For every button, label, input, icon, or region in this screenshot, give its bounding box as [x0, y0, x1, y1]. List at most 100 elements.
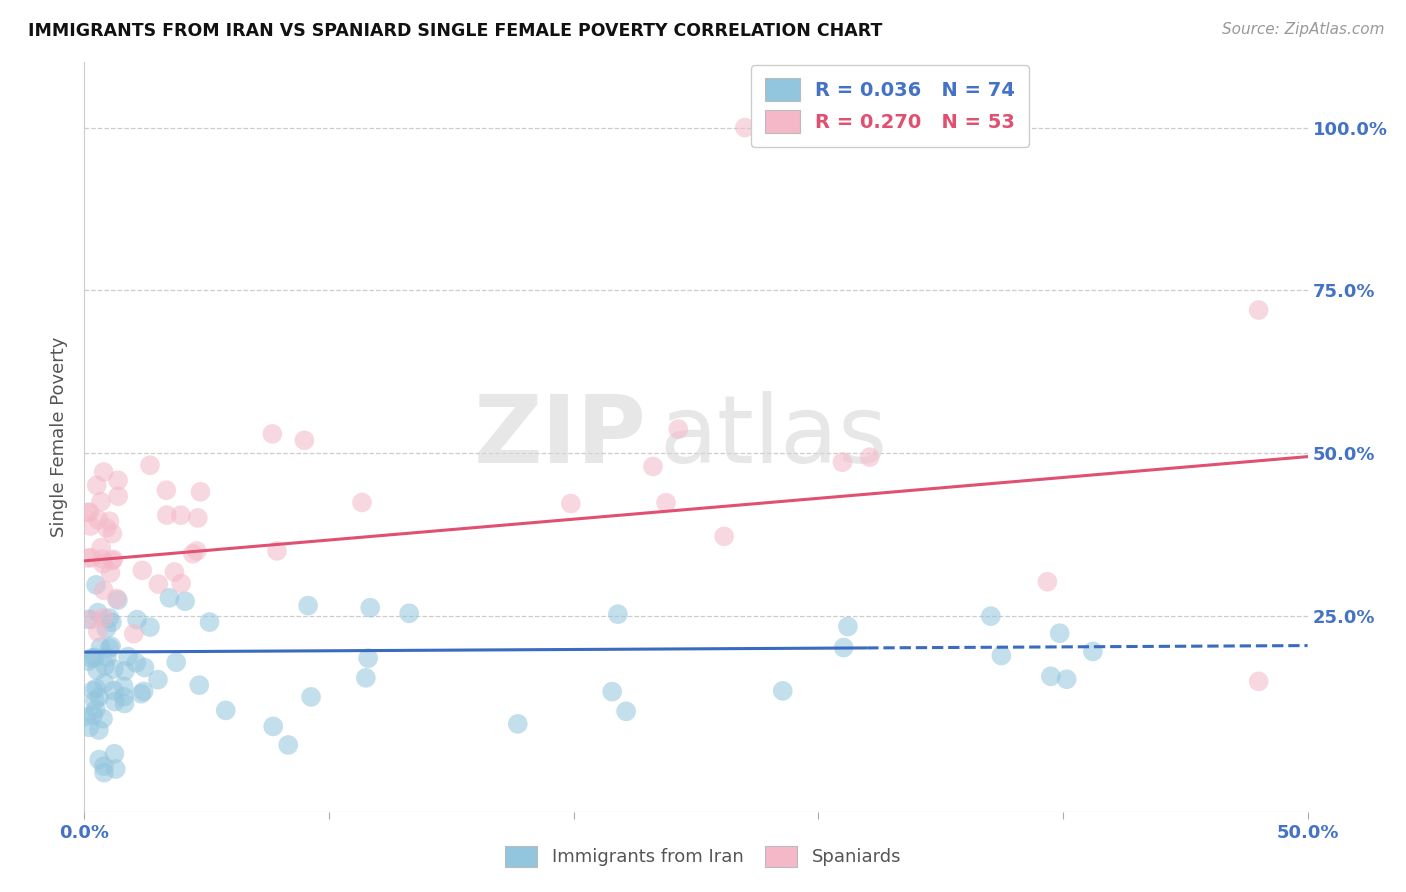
Point [354, 671, 377, 685]
Point [98, 514, 121, 528]
Point [188, 678, 211, 692]
Point [77, 654, 100, 668]
Point [163, 565, 186, 579]
Point [90, 541, 112, 555]
Point [190, 484, 212, 499]
Point [614, 704, 637, 718]
Point [80, 651, 103, 665]
Point [93, 610, 115, 624]
Point [186, 544, 208, 558]
Point [93, 765, 115, 780]
Point [129, 687, 152, 701]
Point [139, 620, 162, 634]
Point [77, 612, 100, 626]
Legend: R = 0.036   N = 74, R = 0.270   N = 53: R = 0.036 N = 74, R = 0.270 N = 53 [751, 64, 1029, 146]
Point [82, 612, 104, 626]
Point [84, 578, 107, 592]
Point [734, 120, 756, 135]
Point [122, 627, 145, 641]
Legend: Immigrants from Iran, Spaniards: Immigrants from Iran, Spaniards [498, 838, 908, 874]
Point [114, 697, 136, 711]
Y-axis label: Single Female Poverty: Single Female Poverty [51, 337, 69, 537]
Point [990, 648, 1012, 663]
Text: Source: ZipAtlas.com: Source: ZipAtlas.com [1222, 22, 1385, 37]
Point [94, 658, 117, 673]
Point [1049, 626, 1071, 640]
Point [125, 613, 148, 627]
Point [215, 703, 238, 717]
Point [1247, 674, 1270, 689]
Point [103, 662, 125, 676]
Point [170, 576, 193, 591]
Point [75, 709, 97, 723]
Point [299, 690, 322, 704]
Point [96, 521, 118, 535]
Point [101, 615, 124, 630]
Point [1039, 669, 1062, 683]
Point [165, 655, 187, 669]
Point [96, 622, 118, 636]
Point [93, 583, 115, 598]
Point [89, 690, 111, 704]
Point [76, 551, 98, 566]
Point [170, 508, 193, 523]
Text: atlas: atlas [659, 391, 887, 483]
Point [132, 684, 155, 698]
Point [83, 650, 105, 665]
Point [98, 641, 121, 656]
Point [772, 684, 794, 698]
Point [134, 660, 156, 674]
Point [350, 495, 373, 509]
Point [82, 707, 104, 722]
Point [266, 544, 288, 558]
Point [86, 681, 108, 696]
Point [262, 426, 284, 441]
Point [86, 478, 108, 492]
Point [641, 459, 664, 474]
Point [1081, 644, 1104, 658]
Point [181, 547, 204, 561]
Point [187, 511, 209, 525]
Point [107, 593, 129, 607]
Point [107, 489, 129, 503]
Point [93, 465, 115, 479]
Point [112, 690, 135, 704]
Point [506, 717, 529, 731]
Point [1056, 672, 1078, 686]
Point [90, 494, 112, 508]
Point [104, 762, 127, 776]
Point [1247, 303, 1270, 318]
Point [104, 695, 127, 709]
Point [112, 679, 135, 693]
Point [655, 496, 678, 510]
Point [859, 450, 882, 465]
Point [87, 723, 110, 737]
Point [277, 738, 299, 752]
Point [831, 455, 853, 469]
Point [91, 712, 114, 726]
Point [980, 609, 1002, 624]
Point [357, 651, 380, 665]
Point [198, 615, 221, 629]
Point [79, 505, 101, 519]
Point [139, 458, 162, 473]
Point [86, 663, 108, 677]
Point [103, 552, 125, 566]
Point [1036, 574, 1059, 589]
Point [91, 552, 114, 566]
Point [103, 683, 125, 698]
Point [606, 607, 628, 622]
Point [79, 720, 101, 734]
Point [83, 694, 105, 708]
Point [90, 640, 112, 654]
Point [84, 702, 107, 716]
Point [105, 591, 128, 606]
Point [93, 676, 115, 690]
Point [101, 526, 124, 541]
Point [82, 683, 104, 698]
Point [156, 508, 179, 522]
Point [297, 599, 319, 613]
Point [262, 719, 284, 733]
Text: IMMIGRANTS FROM IRAN VS SPANIARD SINGLE FEMALE POVERTY CORRELATION CHART: IMMIGRANTS FROM IRAN VS SPANIARD SINGLE … [28, 22, 883, 40]
Point [117, 649, 139, 664]
